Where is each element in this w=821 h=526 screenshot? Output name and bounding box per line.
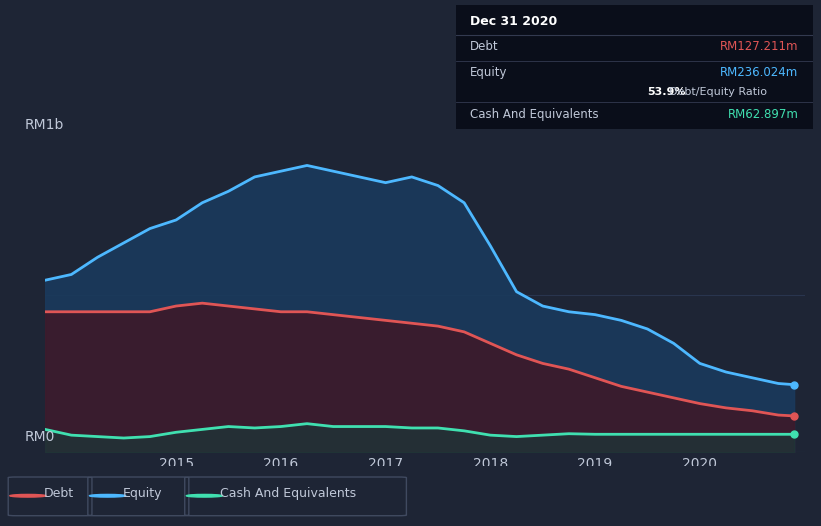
Text: RM0: RM0 xyxy=(25,430,55,444)
Text: RM62.897m: RM62.897m xyxy=(727,108,799,121)
Text: Debt/Equity Ratio: Debt/Equity Ratio xyxy=(669,87,767,97)
Text: Cash And Equivalents: Cash And Equivalents xyxy=(470,108,599,121)
Circle shape xyxy=(89,494,126,497)
Text: Equity: Equity xyxy=(123,487,163,500)
Text: RM236.024m: RM236.024m xyxy=(720,66,799,79)
Circle shape xyxy=(10,494,46,497)
Text: Debt: Debt xyxy=(470,40,498,53)
Text: RM127.211m: RM127.211m xyxy=(720,40,799,53)
Text: RM1b: RM1b xyxy=(25,118,64,133)
Text: Dec 31 2020: Dec 31 2020 xyxy=(470,15,557,28)
Text: Equity: Equity xyxy=(470,66,507,79)
Text: 53.9%: 53.9% xyxy=(647,87,686,97)
Text: Cash And Equivalents: Cash And Equivalents xyxy=(220,487,356,500)
Circle shape xyxy=(186,494,222,497)
Text: Debt: Debt xyxy=(44,487,74,500)
